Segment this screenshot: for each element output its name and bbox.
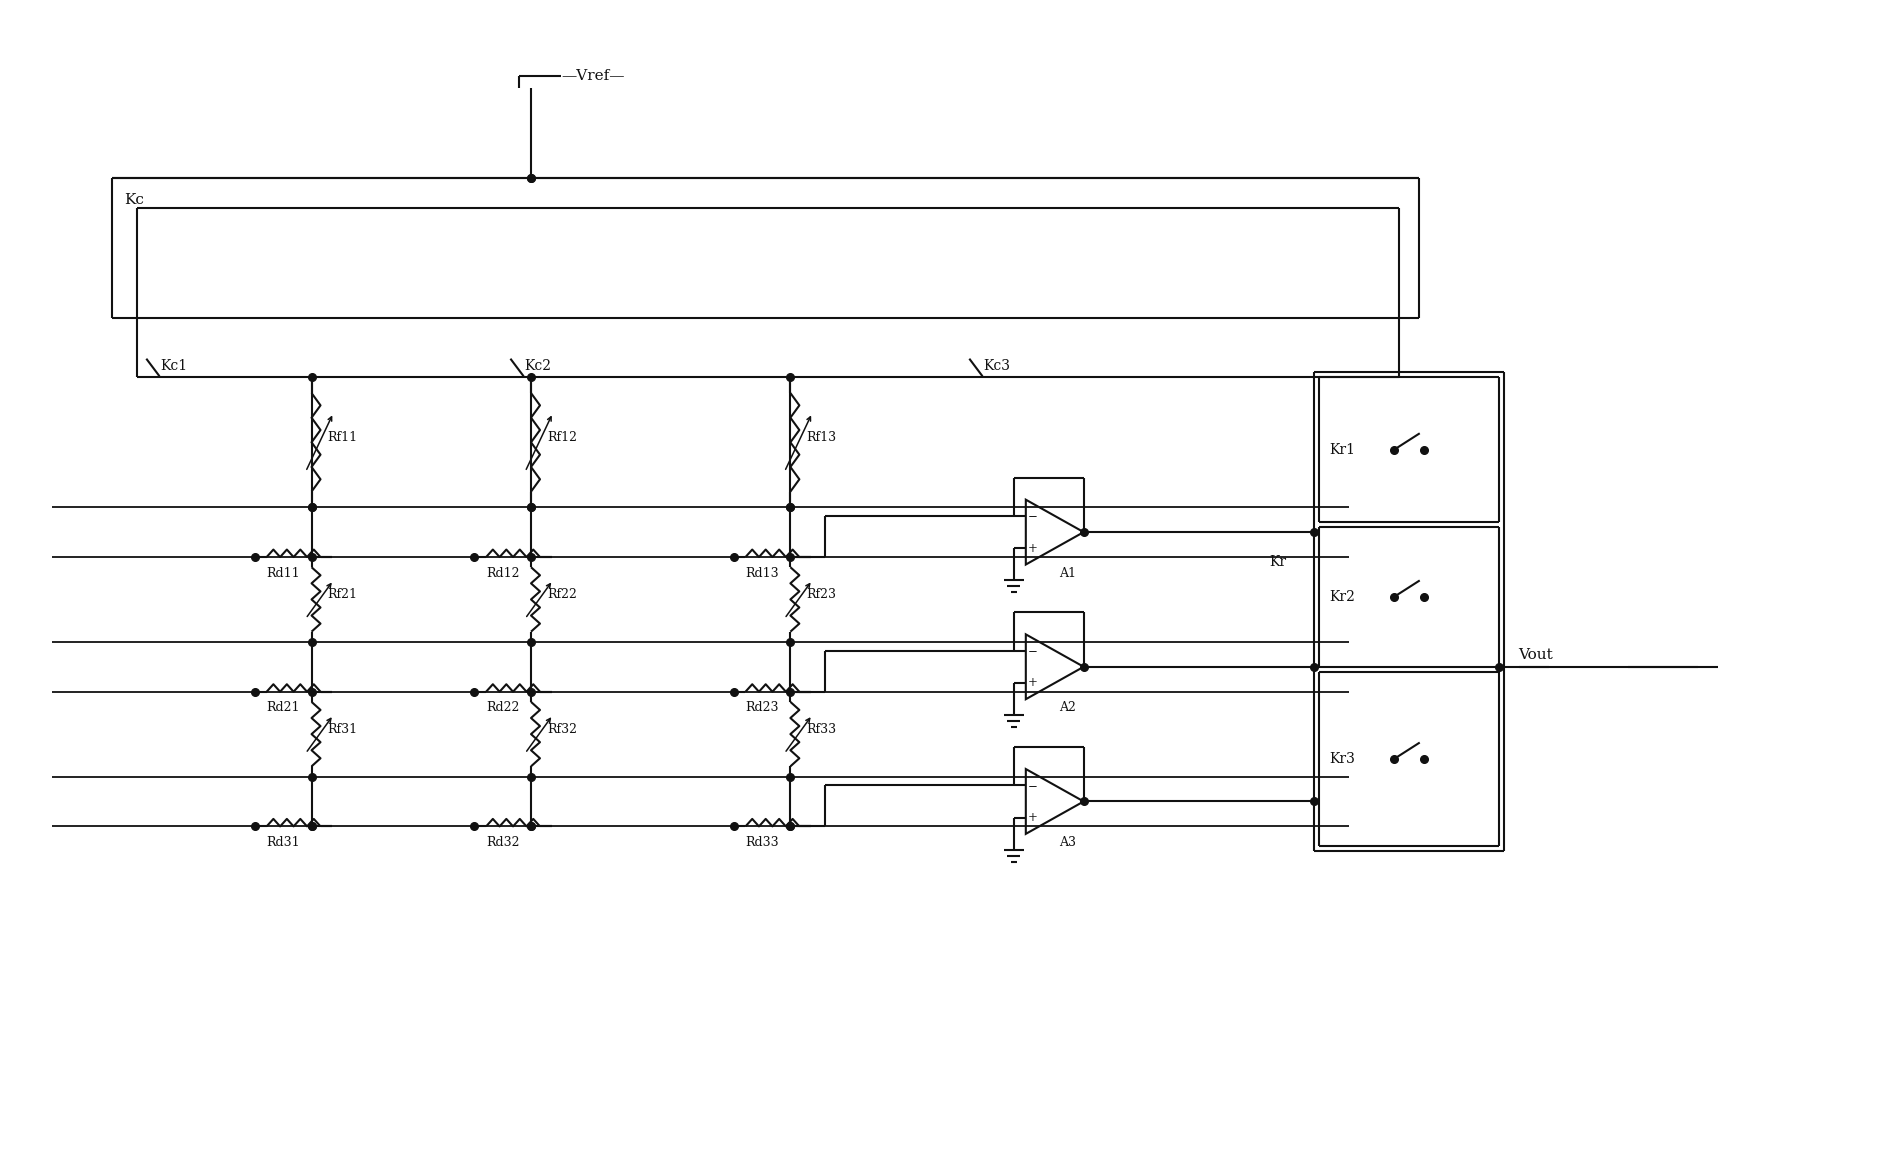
- Text: Rf13: Rf13: [806, 431, 836, 444]
- Text: Rd33: Rd33: [745, 836, 779, 849]
- Text: Kc: Kc: [124, 192, 144, 207]
- Text: −: −: [1028, 509, 1037, 522]
- Text: A2: A2: [1058, 702, 1075, 714]
- Text: Rd23: Rd23: [745, 702, 779, 714]
- Text: A3: A3: [1058, 836, 1075, 849]
- Text: Rd32: Rd32: [486, 836, 519, 849]
- Text: Kc3: Kc3: [982, 358, 1011, 372]
- Text: Rd22: Rd22: [486, 702, 519, 714]
- Text: Rd12: Rd12: [486, 567, 519, 579]
- Text: A1: A1: [1058, 567, 1075, 579]
- Text: Rd31: Rd31: [266, 836, 300, 849]
- Text: −: −: [1028, 644, 1037, 657]
- Text: −: −: [1028, 779, 1037, 791]
- Text: Rf32: Rf32: [547, 722, 578, 736]
- Text: Kr1: Kr1: [1330, 442, 1355, 457]
- Text: Rf21: Rf21: [327, 588, 357, 601]
- Text: Vout: Vout: [1518, 647, 1554, 661]
- Text: +: +: [1028, 541, 1037, 555]
- Text: Kr: Kr: [1269, 555, 1286, 569]
- Text: Rf31: Rf31: [327, 722, 357, 736]
- Text: Rd13: Rd13: [745, 567, 779, 579]
- Text: Kc2: Kc2: [524, 358, 551, 372]
- Text: Kr2: Kr2: [1330, 590, 1355, 604]
- Text: Kc1: Kc1: [160, 358, 186, 372]
- Text: Rf33: Rf33: [806, 722, 836, 736]
- Text: Rf22: Rf22: [547, 588, 578, 601]
- Text: Rf12: Rf12: [547, 431, 578, 444]
- Text: +: +: [1028, 676, 1037, 690]
- Text: Kr3: Kr3: [1330, 752, 1355, 766]
- Text: Rd21: Rd21: [266, 702, 300, 714]
- Text: Rf23: Rf23: [806, 588, 836, 601]
- Text: Rf11: Rf11: [327, 431, 357, 444]
- Text: Rd11: Rd11: [266, 567, 300, 579]
- Text: +: +: [1028, 811, 1037, 824]
- Text: —Vref—: —Vref—: [560, 69, 625, 83]
